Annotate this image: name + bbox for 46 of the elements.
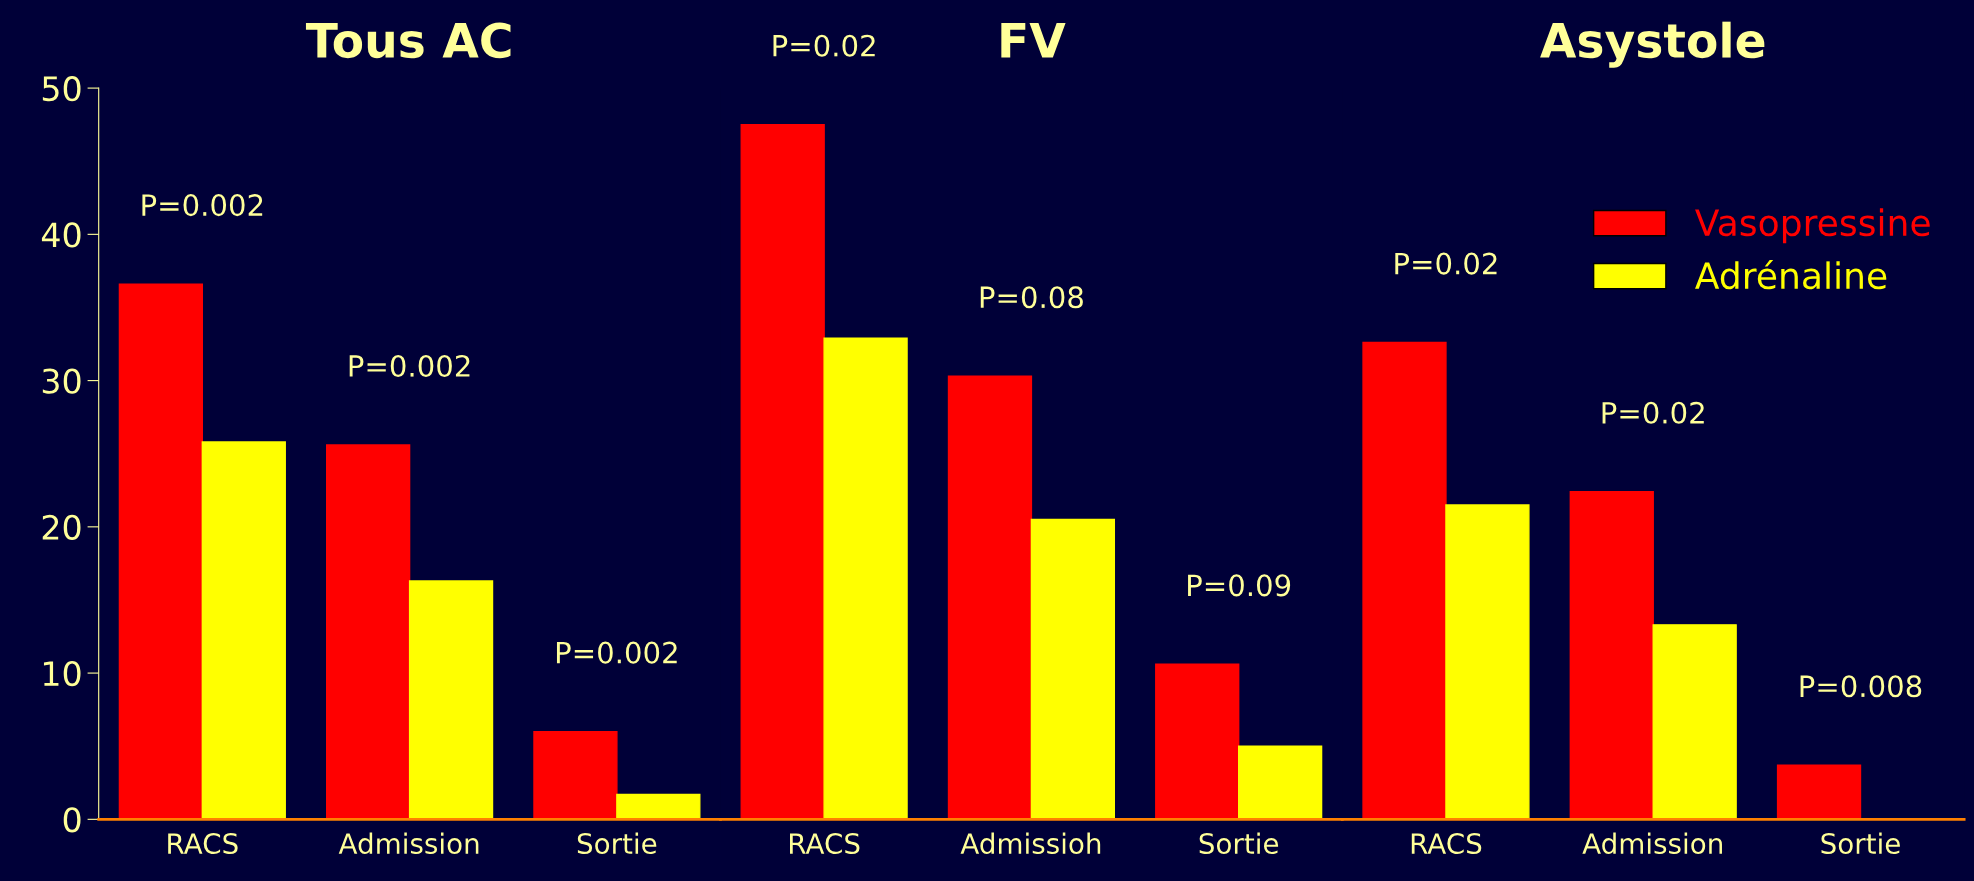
bar xyxy=(1362,341,1447,820)
chart-title: FV xyxy=(1001,23,1066,58)
x-tick-label: Sortie xyxy=(577,832,657,855)
bar xyxy=(1030,518,1116,820)
annotation: P=0.09 xyxy=(1188,574,1291,597)
bar xyxy=(533,730,618,820)
x-tick-label: Admission xyxy=(1582,832,1722,855)
text: P=0.02 xyxy=(773,34,875,57)
annotation: P=0.08 xyxy=(980,286,1083,309)
x-tick-label: RACS xyxy=(1411,833,1482,855)
y-tick-label: 40 xyxy=(41,222,81,248)
x-tick-label: Sortie xyxy=(1821,832,1900,855)
bar xyxy=(823,337,908,820)
y-tick-label: 10 xyxy=(43,661,81,687)
bar xyxy=(1445,504,1530,820)
bar xyxy=(947,375,1033,820)
bar xyxy=(1569,491,1654,820)
bar xyxy=(118,283,204,820)
annotation: P=0.002 xyxy=(556,641,677,664)
annotation: P=0.002 xyxy=(349,354,470,378)
bar xyxy=(740,123,825,820)
bar xyxy=(326,444,411,820)
x-tick-label: RACS xyxy=(790,833,860,855)
y-tick-label: 30 xyxy=(42,368,81,394)
annotation: P=0.002 xyxy=(142,194,263,217)
legend-label: Adrénaline xyxy=(1695,259,1887,290)
x-tick-label: Admission xyxy=(338,832,479,855)
bar xyxy=(1237,745,1323,820)
x-tick-label: Admissioh xyxy=(960,832,1101,855)
y-tick-label: 50 xyxy=(42,76,81,102)
legend-label: Vasopressine xyxy=(1695,208,1930,244)
annotation: P=0.02 xyxy=(1602,401,1704,424)
bar xyxy=(1776,764,1862,820)
annotation: P=0.02 xyxy=(1395,252,1497,275)
y-tick-label: 20 xyxy=(42,514,81,540)
x-tick-label: Sortie xyxy=(1199,832,1279,855)
bar xyxy=(201,441,286,820)
bar xyxy=(408,580,494,820)
chart-title: Tous AC xyxy=(305,22,511,59)
annotation: P=0.008 xyxy=(1800,675,1922,698)
chart-title: Asystole xyxy=(1540,21,1765,68)
x-tick-label: RACS xyxy=(168,833,238,855)
bar xyxy=(1652,624,1737,820)
bar xyxy=(1155,663,1240,820)
bar xyxy=(616,793,701,820)
y-tick-label: 0 xyxy=(63,807,81,833)
